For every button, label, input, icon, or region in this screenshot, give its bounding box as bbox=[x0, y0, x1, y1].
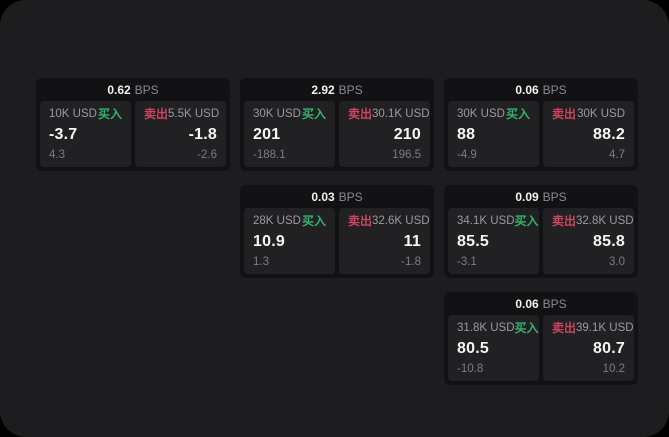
sell-label: 卖出 bbox=[348, 107, 373, 121]
quote-cards-grid: 0.62 BPS 10K USD 买入 -3.7 4.3 卖出 5.5K USD… bbox=[36, 78, 638, 385]
sell-panel[interactable]: 卖出 32.8K USD 85.8 3.0 bbox=[543, 208, 634, 274]
buy-size-label: 31.8K USD bbox=[457, 322, 515, 334]
sell-size-label: 32.6K USD bbox=[372, 215, 430, 227]
buy-price: 85.5 bbox=[457, 233, 489, 250]
sell-panel[interactable]: 卖出 39.1K USD 80.7 10.2 bbox=[543, 315, 634, 381]
sell-price: -1.8 bbox=[188, 126, 217, 143]
buy-skew: -10.8 bbox=[457, 363, 484, 375]
buy-skew: -3.1 bbox=[457, 256, 477, 268]
sell-skew: 196.5 bbox=[392, 149, 421, 161]
quote-panels: 10K USD 买入 -3.7 4.3 卖出 5.5K USD -1.8 -2.… bbox=[36, 101, 230, 171]
sell-label: 卖出 bbox=[552, 321, 577, 335]
bps-unit-label: BPS bbox=[338, 189, 363, 204]
bps-header: 0.09 BPS bbox=[444, 185, 638, 208]
buy-panel[interactable]: 30K USD 买入 201 -188.1 bbox=[244, 101, 335, 167]
buy-label: 买入 bbox=[301, 214, 326, 228]
sell-price: 11 bbox=[403, 233, 421, 250]
sell-size-label: 5.5K USD bbox=[168, 108, 220, 120]
buy-label: 买入 bbox=[514, 214, 539, 228]
bps-value: 0.06 bbox=[515, 296, 539, 311]
buy-panel[interactable]: 34.1K USD 买入 85.5 -3.1 bbox=[448, 208, 539, 274]
quote-card: 0.06 BPS 31.8K USD 买入 80.5 -10.8 卖出 39.1… bbox=[444, 292, 638, 385]
sell-size-label: 39.1K USD bbox=[576, 322, 634, 334]
buy-skew: 4.3 bbox=[49, 149, 65, 161]
sell-panel[interactable]: 卖出 5.5K USD -1.8 -2.6 bbox=[135, 101, 226, 167]
bps-header: 0.06 BPS bbox=[444, 78, 638, 101]
bps-header: 2.92 BPS bbox=[240, 78, 434, 101]
sell-size-label: 30.1K USD bbox=[372, 108, 430, 120]
buy-label: 买入 bbox=[505, 107, 530, 121]
sell-panel[interactable]: 卖出 30K USD 88.2 4.7 bbox=[543, 101, 634, 167]
buy-size-label: 30K USD bbox=[253, 108, 301, 120]
quote-panels: 31.8K USD 买入 80.5 -10.8 卖出 39.1K USD 80.… bbox=[444, 315, 638, 385]
buy-panel[interactable]: 30K USD 买入 88 -4.9 bbox=[448, 101, 539, 167]
sell-skew: 10.2 bbox=[602, 363, 625, 375]
sell-size-label: 30K USD bbox=[577, 108, 625, 120]
sell-price: 85.8 bbox=[593, 233, 625, 250]
buy-skew: -4.9 bbox=[457, 149, 477, 161]
quote-panels: 34.1K USD 买入 85.5 -3.1 卖出 32.8K USD 85.8… bbox=[444, 208, 638, 278]
bps-value: 0.62 bbox=[107, 82, 131, 97]
sell-skew: 3.0 bbox=[609, 256, 625, 268]
sell-price: 80.7 bbox=[593, 340, 625, 357]
quote-card: 0.03 BPS 28K USD 买入 10.9 1.3 卖出 32.6K US… bbox=[240, 185, 434, 278]
bps-header: 0.03 BPS bbox=[240, 185, 434, 208]
bps-value: 2.92 bbox=[311, 82, 335, 97]
buy-price: 80.5 bbox=[457, 340, 489, 357]
buy-skew: 1.3 bbox=[253, 256, 269, 268]
buy-label: 买入 bbox=[97, 107, 122, 121]
buy-price: 10.9 bbox=[253, 233, 285, 250]
bps-unit-label: BPS bbox=[542, 189, 567, 204]
sell-label: 卖出 bbox=[144, 107, 169, 121]
quote-card: 0.62 BPS 10K USD 买入 -3.7 4.3 卖出 5.5K USD… bbox=[36, 78, 230, 171]
bps-value: 0.03 bbox=[311, 189, 335, 204]
buy-label: 买入 bbox=[514, 321, 539, 335]
bps-value: 0.06 bbox=[515, 82, 539, 97]
sell-skew: 4.7 bbox=[609, 149, 625, 161]
bps-value: 0.09 bbox=[515, 189, 539, 204]
buy-skew: -188.1 bbox=[253, 149, 286, 161]
sell-skew: -1.8 bbox=[401, 256, 421, 268]
bps-unit-label: BPS bbox=[338, 82, 363, 97]
sell-panel[interactable]: 卖出 32.6K USD 11 -1.8 bbox=[339, 208, 430, 274]
buy-size-label: 10K USD bbox=[49, 108, 97, 120]
buy-size-label: 28K USD bbox=[253, 215, 301, 227]
quote-panels: 30K USD 买入 201 -188.1 卖出 30.1K USD 210 1… bbox=[240, 101, 434, 171]
sell-label: 卖出 bbox=[552, 107, 577, 121]
bps-unit-label: BPS bbox=[542, 82, 567, 97]
buy-panel[interactable]: 10K USD 买入 -3.7 4.3 bbox=[40, 101, 131, 167]
bps-unit-label: BPS bbox=[542, 296, 567, 311]
quote-card: 0.09 BPS 34.1K USD 买入 85.5 -3.1 卖出 32.8K… bbox=[444, 185, 638, 278]
sell-size-label: 32.8K USD bbox=[576, 215, 634, 227]
buy-size-label: 34.1K USD bbox=[457, 215, 515, 227]
bps-header: 0.06 BPS bbox=[444, 292, 638, 315]
quote-panels: 28K USD 买入 10.9 1.3 卖出 32.6K USD 11 -1.8 bbox=[240, 208, 434, 278]
quote-card: 2.92 BPS 30K USD 买入 201 -188.1 卖出 30.1K … bbox=[240, 78, 434, 171]
sell-price: 88.2 bbox=[593, 126, 625, 143]
buy-price: 201 bbox=[253, 126, 281, 143]
buy-panel[interactable]: 28K USD 买入 10.9 1.3 bbox=[244, 208, 335, 274]
buy-size-label: 30K USD bbox=[457, 108, 505, 120]
sell-skew: -2.6 bbox=[197, 149, 217, 161]
sell-price: 210 bbox=[393, 126, 421, 143]
quote-panels: 30K USD 买入 88 -4.9 卖出 30K USD 88.2 4.7 bbox=[444, 101, 638, 171]
bps-unit-label: BPS bbox=[134, 82, 159, 97]
buy-panel[interactable]: 31.8K USD 买入 80.5 -10.8 bbox=[448, 315, 539, 381]
quote-card: 0.06 BPS 30K USD 买入 88 -4.9 卖出 30K USD 8… bbox=[444, 78, 638, 171]
sell-label: 卖出 bbox=[348, 214, 373, 228]
buy-price: 88 bbox=[457, 126, 476, 143]
sell-label: 卖出 bbox=[552, 214, 577, 228]
buy-price: -3.7 bbox=[49, 126, 78, 143]
sell-panel[interactable]: 卖出 30.1K USD 210 196.5 bbox=[339, 101, 430, 167]
bps-header: 0.62 BPS bbox=[36, 78, 230, 101]
buy-label: 买入 bbox=[301, 107, 326, 121]
